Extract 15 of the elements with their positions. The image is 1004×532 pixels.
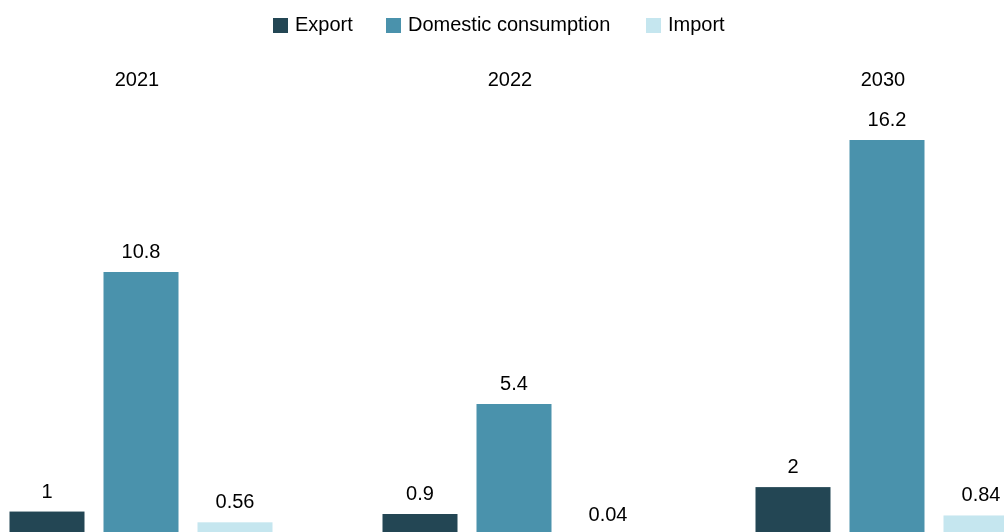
data-label: 0.84: [961, 483, 1001, 506]
x-tick-label: 2021: [114, 68, 160, 90]
x-tick-label: 2022: [487, 68, 533, 90]
legend-label: Domestic consumption: [408, 13, 611, 36]
data-label: 5.4: [500, 372, 528, 394]
x-tick-label: 2030: [860, 68, 906, 90]
data-label: 0.04: [588, 503, 628, 526]
data-label: 2: [787, 455, 799, 478]
data-label: 0.56: [215, 490, 255, 513]
data-label: 10.8: [121, 240, 161, 262]
data-label: 1: [41, 479, 53, 502]
data-label: 16.2: [867, 108, 907, 130]
data-label: 0.9: [406, 482, 434, 504]
legend-label: Import: [668, 13, 726, 36]
legend-label: Export: [295, 13, 354, 36]
